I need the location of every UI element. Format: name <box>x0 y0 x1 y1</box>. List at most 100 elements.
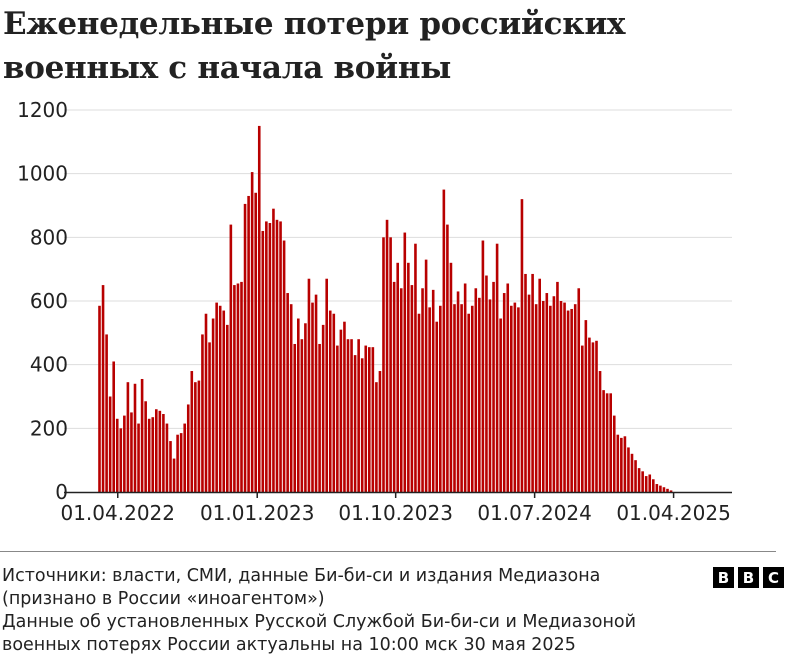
bar <box>520 199 524 492</box>
bar <box>517 307 520 492</box>
bar <box>435 321 439 492</box>
bar <box>140 378 144 492</box>
bar <box>353 355 357 492</box>
bar <box>577 288 581 492</box>
bar <box>595 340 598 492</box>
bar <box>627 447 630 492</box>
bbc-logo-letter: C <box>763 567 784 588</box>
bar <box>360 358 364 492</box>
bar <box>257 125 261 493</box>
bar <box>108 396 112 492</box>
bar <box>669 490 673 492</box>
bar <box>183 423 186 492</box>
bar <box>236 283 240 492</box>
bar <box>499 318 502 492</box>
bar <box>399 288 403 492</box>
bars <box>98 125 673 493</box>
bar <box>410 285 414 492</box>
chart-title: Еженедельные потери российских военных с… <box>3 6 626 86</box>
bar <box>563 302 566 492</box>
bar <box>612 415 616 492</box>
bar <box>112 361 115 492</box>
x-tick-label: 01.01.2023 <box>200 501 315 525</box>
bar <box>439 305 442 492</box>
bar <box>541 301 545 492</box>
bar <box>357 339 360 492</box>
bar <box>169 441 172 492</box>
bar <box>137 423 140 492</box>
bar <box>573 304 577 492</box>
bar <box>534 304 538 492</box>
bar <box>233 285 236 492</box>
source-line-3: Данные об установленных Русской Службой … <box>2 612 637 632</box>
bar <box>115 418 119 492</box>
bar <box>453 304 456 492</box>
bar <box>307 278 311 492</box>
bar <box>371 347 375 492</box>
bar <box>556 281 559 492</box>
bar <box>495 243 499 492</box>
bar <box>463 283 467 492</box>
bar <box>300 339 304 492</box>
bar <box>446 224 449 492</box>
bar <box>531 273 534 492</box>
bar <box>474 288 478 492</box>
bar <box>144 401 147 492</box>
bar <box>644 476 648 492</box>
bar <box>190 371 194 492</box>
bar <box>510 305 513 492</box>
bar <box>485 275 488 492</box>
bar <box>179 433 183 492</box>
bar <box>304 323 307 492</box>
bar <box>186 404 190 492</box>
bar <box>385 219 389 492</box>
bar <box>172 458 176 492</box>
bar-chart: 0 200 400 600 800 1000 1200 01.04.2022 01.01.20… <box>17 98 732 525</box>
source-line-2: (признано в России «иноагентом») <box>2 589 325 609</box>
bar <box>584 320 588 492</box>
bar <box>566 310 570 492</box>
bar <box>222 310 226 492</box>
bar <box>609 393 612 492</box>
bar <box>101 285 105 492</box>
bar <box>659 485 662 492</box>
y-axis-ticks: 0 200 400 600 800 1000 1200 <box>17 98 68 504</box>
bar <box>123 415 126 492</box>
bar <box>201 334 204 492</box>
y-tick-label: 200 <box>30 416 68 440</box>
bar <box>538 278 541 492</box>
bar <box>506 283 510 492</box>
bar <box>158 410 162 492</box>
bar <box>623 436 627 492</box>
bar <box>105 334 108 492</box>
bar <box>588 337 591 492</box>
x-tick-label: 01.04.2022 <box>60 501 175 525</box>
bar <box>478 297 481 492</box>
bar <box>279 221 282 493</box>
bar <box>176 434 179 492</box>
bar <box>417 313 421 492</box>
bar <box>336 345 339 492</box>
bar <box>382 237 385 492</box>
bar <box>350 339 353 492</box>
bar <box>662 487 666 492</box>
bar <box>297 318 300 492</box>
y-tick-label: 800 <box>30 225 68 249</box>
bar <box>527 294 531 492</box>
y-tick-label: 1200 <box>17 98 68 122</box>
bar <box>449 262 453 492</box>
y-tick-label: 0 <box>55 480 68 504</box>
footer-divider <box>0 551 776 552</box>
x-tick-label: 01.10.2023 <box>338 501 453 525</box>
bar <box>641 471 644 492</box>
bar <box>552 296 556 492</box>
bar <box>581 345 584 492</box>
bar <box>240 281 243 492</box>
bar <box>218 305 222 492</box>
bar <box>598 371 602 492</box>
bar <box>268 223 272 492</box>
x-tick-label: 01.07.2024 <box>477 501 592 525</box>
bbc-logo-letter: B <box>738 567 759 588</box>
bar <box>318 343 321 492</box>
bbc-logo-letter: B <box>713 567 734 588</box>
